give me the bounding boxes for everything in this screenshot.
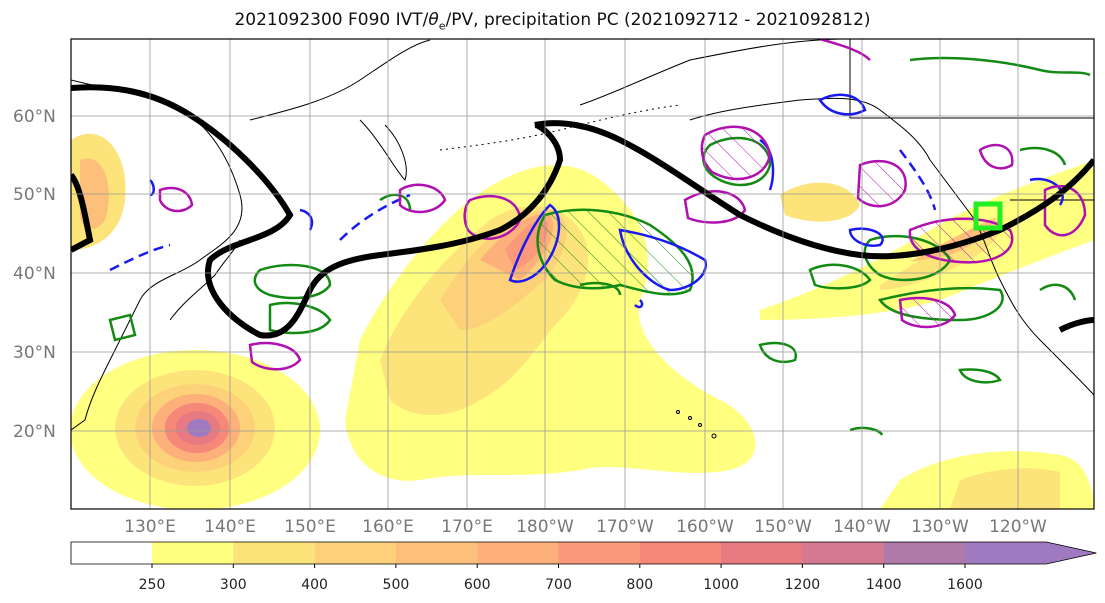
lat-label: 30°N: [13, 343, 56, 363]
colorbar-segment: [721, 542, 803, 564]
colorbar-tick-label: 600: [464, 577, 491, 593]
colorbar-labels: 250 300 400 500 600 700 800 1000 1200 1400 1600: [139, 564, 983, 593]
colorbar-segment: [477, 542, 559, 564]
colorbar-segment: [233, 542, 316, 564]
lat-label: 60°N: [13, 107, 56, 127]
colorbar-tick-label: 800: [626, 577, 653, 593]
map-frame: [70, 38, 1095, 510]
lat-label: 40°N: [13, 264, 56, 284]
coastlines: [71, 39, 1094, 439]
colorbar-segment: [965, 542, 1097, 564]
colorbar-segment-empty: [71, 542, 152, 564]
lon-label: 140°E: [204, 517, 256, 537]
lon-label: 170°W: [596, 517, 654, 537]
colorbar-tick-label: 400: [301, 577, 328, 593]
colorbar-segment: [152, 542, 234, 564]
lon-label: 120°W: [989, 517, 1047, 537]
colorbar-outline: [70, 541, 1097, 565]
colorbar-segment: [314, 542, 397, 564]
colorbar-tick-label: 1600: [947, 577, 983, 593]
colorbar-tick-label: 250: [139, 577, 166, 593]
colorbar-segment: [883, 542, 966, 564]
lon-label: 160°W: [676, 517, 734, 537]
pv-contour: [71, 84, 1094, 339]
colorbar: [70, 541, 1097, 565]
colorbar-segment: [639, 542, 722, 564]
lat-labels: 60°N 50°N 40°N 30°N 20°N: [13, 107, 56, 442]
lat-label: 50°N: [13, 185, 56, 205]
lon-label: 140°W: [833, 517, 891, 537]
colorbar-segment: [395, 542, 478, 564]
lat-label: 20°N: [13, 422, 56, 442]
lon-label: 170°E: [441, 517, 493, 537]
lon-label: 130°E: [124, 517, 176, 537]
lon-label: 160°E: [362, 517, 414, 537]
colorbar-tick-label: 1000: [703, 577, 739, 593]
colorbar-segment: [558, 542, 641, 564]
lon-labels: 130°E 140°E 150°E 160°E 170°E 180°W 170°…: [124, 517, 1047, 537]
lon-label: 130°W: [911, 517, 969, 537]
colorbar-tick-label: 700: [545, 577, 572, 593]
map-title: 2021092300 F090 IVT/θe/PV, precipitation…: [234, 10, 871, 33]
colorbar-segment: [802, 542, 885, 564]
gridlines: [71, 39, 1094, 509]
colorbar-tick-label: 500: [383, 577, 410, 593]
lon-label: 150°W: [754, 517, 812, 537]
colorbar-tick-label: 1200: [785, 577, 821, 593]
lon-label: 150°E: [284, 517, 336, 537]
colorbar-tick-label: 300: [220, 577, 247, 593]
map-area: [71, 39, 1094, 509]
target-box-marker: [973, 201, 1003, 231]
lon-label: 180°W: [516, 517, 574, 537]
colorbar-tick-label: 1400: [866, 577, 902, 593]
